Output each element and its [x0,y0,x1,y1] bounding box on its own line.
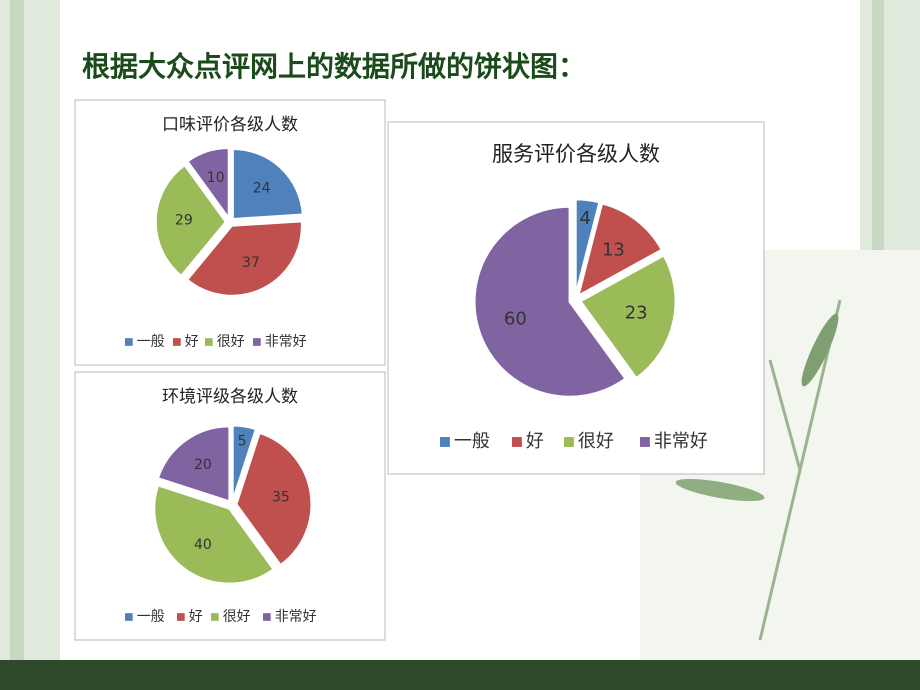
legend-swatch [564,437,574,447]
chart-title: 口味评价各级人数 [162,115,298,135]
legend-label: 好 [189,609,203,625]
pie-slice [231,147,304,221]
bamboo-leaf [675,478,765,502]
legend-swatch [173,338,181,346]
data-label: 37 [242,255,260,271]
pie-slice [156,425,231,503]
data-label: 4 [580,208,591,229]
legend-label: 非常好 [275,609,317,625]
data-label: 13 [602,239,625,260]
legend-swatch [211,613,219,621]
legend-swatch [440,437,450,447]
legend-label: 一般 [454,431,490,452]
legend-swatch [512,437,522,447]
pie-slice [153,484,275,585]
legend-label: 一般 [137,609,165,625]
legend-label: 非常好 [654,431,708,452]
pie-slice [231,424,258,501]
bottom-strip [0,660,920,690]
slide-title: 根据大众点评网上的数据所做的饼状图： [82,50,586,83]
legend-label: 很好 [217,334,245,350]
legend-swatch [125,338,133,346]
pie-slice [154,163,228,278]
data-label: 10 [207,170,225,186]
legend-swatch [640,437,650,447]
legend-label: 非常好 [265,334,307,350]
data-label: 24 [253,180,271,196]
chart-title: 环境评级各级人数 [162,387,298,407]
data-label: 40 [194,537,212,553]
data-label: 60 [504,308,527,329]
legend-label: 好 [185,334,199,350]
data-label: 35 [272,489,290,505]
pie-slice [186,147,230,222]
legend-swatch [205,338,213,346]
legend-swatch [125,613,133,621]
legend-label: 很好 [223,609,251,625]
pie-slice [579,254,677,380]
right-decoration [860,0,920,250]
right-decoration [872,0,884,250]
legend-label: 一般 [137,334,165,350]
pie-slice [576,202,664,298]
legend-label: 很好 [578,431,614,452]
chart-frame [74,371,386,641]
data-label: 23 [625,303,648,324]
pie-slice [185,220,303,297]
pie-slice [235,431,313,567]
bamboo-leaf [801,313,839,387]
legend-swatch [263,613,271,621]
left-decoration [10,0,24,690]
chart-frame [387,121,765,475]
data-label: 29 [175,213,193,229]
legend-swatch [177,613,185,621]
data-label: 5 [238,433,247,449]
pie-slice [473,205,627,398]
left-decoration [0,0,60,690]
chart-title: 服务评价各级人数 [492,142,660,166]
pie-slice [574,198,601,295]
data-label: 20 [194,457,212,473]
legend-label: 好 [526,431,544,452]
legend-swatch [253,338,261,346]
